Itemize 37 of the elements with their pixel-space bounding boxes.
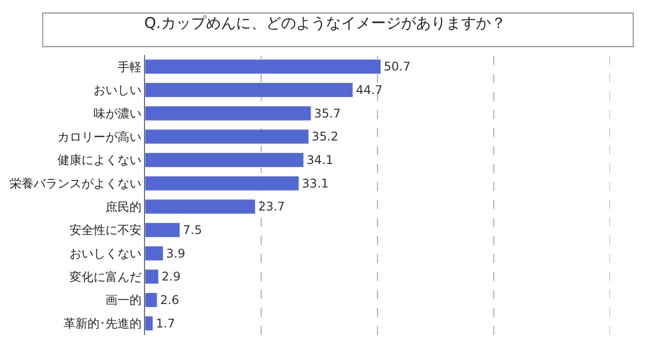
data-label: 7.5 (182, 223, 202, 237)
data-label: 34.1 (306, 153, 334, 167)
y-tick-label: カロリーが高い (58, 130, 142, 144)
bar (145, 152, 304, 168)
y-tick-label: 変化に富んだ (70, 270, 142, 284)
y-tick-label: おいしくない (70, 246, 142, 261)
bar (145, 246, 164, 261)
bar (145, 106, 312, 121)
y-tick-label: おいしい (94, 83, 142, 98)
bar (145, 292, 158, 308)
data-label: 2.9 (161, 270, 181, 284)
data-label: 35.7 (314, 106, 341, 120)
bar (145, 222, 180, 238)
bar (145, 82, 354, 98)
y-tick-label: 味が濃い (94, 106, 142, 121)
bar (145, 129, 309, 144)
y-tick-label: 画一的 (106, 293, 142, 308)
y-tick-label: 庶民的 (106, 200, 142, 214)
bar (145, 176, 300, 191)
bar (145, 269, 159, 284)
data-label: 1.7 (156, 316, 176, 330)
data-label: 3.9 (166, 246, 186, 260)
y-tick-label: 革新的･先進的 (64, 316, 142, 331)
data-label: 23.7 (258, 200, 285, 214)
bar (145, 199, 256, 214)
data-label: 2.6 (160, 293, 180, 307)
chart-title: Q.カップめんに、どのようなイメージがありますか？ (144, 14, 506, 32)
y-tick-label: 健康によくない (58, 153, 142, 168)
bar (145, 316, 154, 331)
bar (145, 59, 382, 74)
data-label: 35.2 (312, 130, 338, 144)
data-label: 50.7 (384, 60, 410, 74)
data-label: 33.1 (302, 176, 329, 190)
y-tick-label: 安全性に不安 (70, 223, 142, 238)
data-label: 44.7 (356, 83, 383, 97)
y-tick-label: 栄養バランスがよくない (10, 176, 142, 191)
y-tick-label: 手軽 (118, 60, 142, 74)
